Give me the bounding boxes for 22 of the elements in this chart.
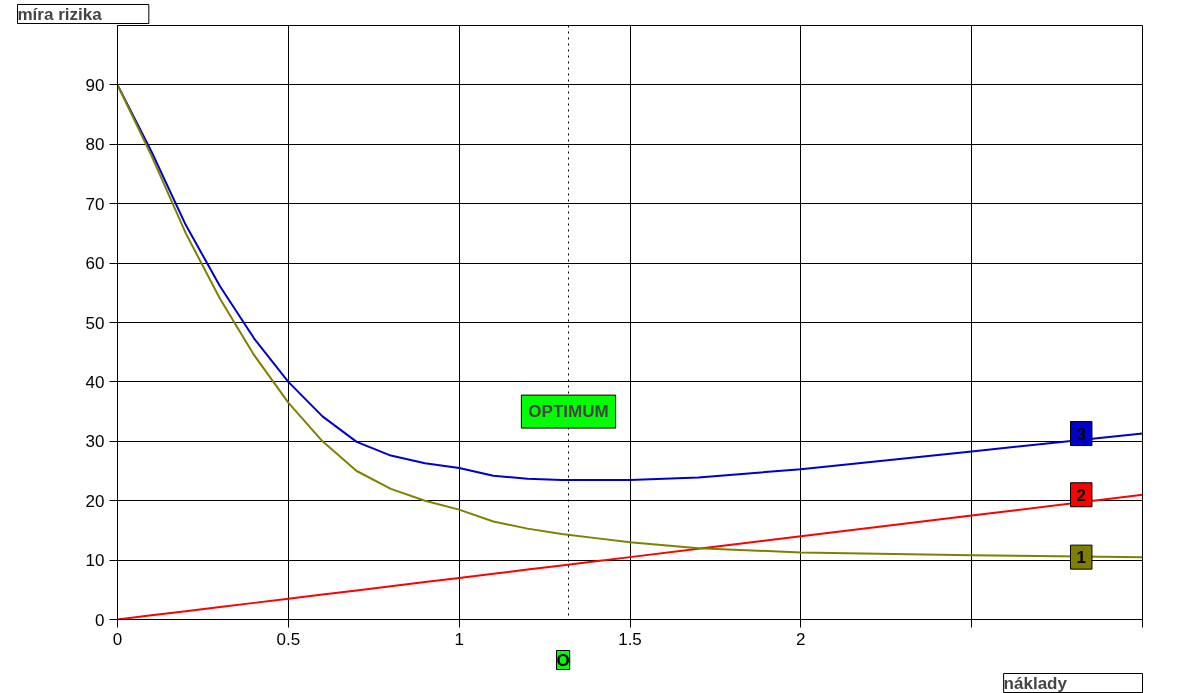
x-tick-label: 0 [112, 629, 123, 649]
x-tick-label: 1.5 [618, 629, 642, 649]
series-label: 1 [1076, 548, 1086, 568]
y-tick-label: 90 [85, 75, 105, 95]
y-tick-label: 60 [85, 254, 105, 274]
y-tick-label: 0 [95, 610, 105, 630]
annotation: OPTIMUM [528, 402, 609, 422]
series-label: 3 [1076, 424, 1086, 444]
x-tick-label: 2 [796, 629, 806, 649]
y-tick-label: 70 [85, 194, 105, 214]
y-tick-label: 10 [85, 551, 105, 571]
x-axis-title: náklady [1003, 673, 1068, 693]
ref-line-label: O [556, 650, 570, 670]
x-tick-label: 1 [454, 629, 464, 649]
y-tick-label: 40 [85, 372, 105, 392]
y-axis-title: míra rizika [17, 4, 103, 24]
series-label: 2 [1076, 485, 1086, 505]
y-tick-label: 30 [85, 432, 105, 452]
x-tick-label: 0.5 [276, 629, 301, 649]
y-tick-label: 80 [85, 135, 105, 155]
y-tick-label: 20 [85, 491, 105, 511]
y-tick-label: 50 [85, 313, 105, 333]
